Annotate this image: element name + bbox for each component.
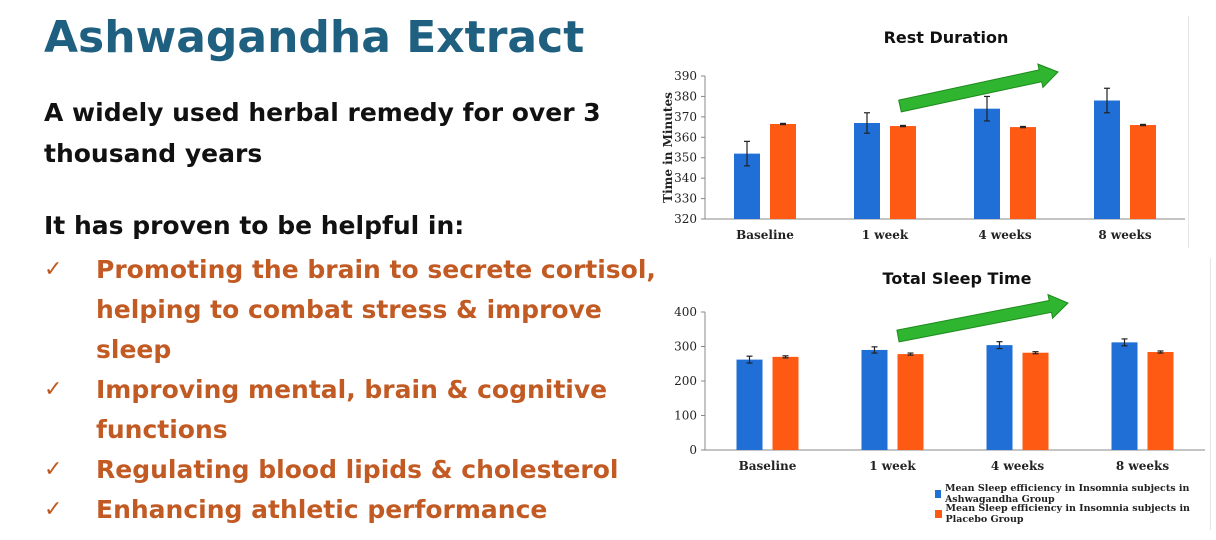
bar bbox=[986, 345, 1013, 450]
x-tick-label: 1 week bbox=[869, 459, 916, 473]
legend-swatch bbox=[935, 490, 941, 498]
page-title: Ashwagandha Extract bbox=[44, 12, 585, 63]
rest-duration-svg: 320 330 340 350 360 370 380 390 Time in Minutes B… bbox=[661, 63, 1185, 242]
y-tick-label: 340 bbox=[674, 171, 697, 185]
bar bbox=[1010, 127, 1036, 219]
bar bbox=[974, 108, 1000, 219]
list-item: ✓ Improving mental, brain & cognitive fu… bbox=[44, 370, 664, 450]
bar bbox=[1130, 125, 1156, 219]
list-item: ✓ Promoting the brain to secrete cortiso… bbox=[44, 250, 664, 370]
legend-entry: Mean Sleep efficiency in Insomnia subjec… bbox=[935, 483, 1210, 505]
total-sleep-chart: 0 100 200 300 400 Baseline 1 week 4 weeks 8 week… bbox=[660, 258, 1211, 530]
rest-duration-chart: 320 330 340 350 360 370 380 390 Time in Minutes B… bbox=[660, 16, 1189, 248]
bar bbox=[861, 349, 888, 450]
x-tick-label: 1 week bbox=[862, 228, 909, 242]
total-sleep-svg: 0 100 200 300 400 Baseline 1 week 4 weeks 8 week… bbox=[674, 293, 1205, 473]
check-icon: ✓ bbox=[44, 457, 63, 482]
y-axis-label: Time in Minutes bbox=[661, 92, 675, 203]
y-tick-label: 330 bbox=[674, 192, 697, 206]
bar bbox=[1147, 352, 1174, 450]
y-tick-label: 400 bbox=[674, 305, 697, 319]
benefit-text: Regulating blood lipids & cholesterol bbox=[96, 455, 619, 484]
subtitle: A widely used herbal remedy for over 3 t… bbox=[44, 98, 601, 168]
list-item: ✓ Enhancing athletic performance bbox=[44, 490, 664, 530]
legend-label: Mean Sleep efficiency in Insomnia subjec… bbox=[945, 503, 1190, 525]
check-icon: ✓ bbox=[44, 257, 63, 282]
bar bbox=[1022, 352, 1049, 450]
check-icon: ✓ bbox=[44, 497, 63, 522]
bar bbox=[1094, 100, 1120, 219]
bar bbox=[1111, 342, 1138, 450]
trend-arrow bbox=[898, 63, 1059, 113]
x-tick-label: 8 weeks bbox=[1116, 459, 1169, 473]
legend-label: Mean Sleep efficiency in Insomnia subjec… bbox=[944, 483, 1190, 505]
y-tick-label: 380 bbox=[674, 89, 697, 103]
x-tick-label: 8 weeks bbox=[1098, 228, 1151, 242]
legend: Mean Sleep efficiency in Insomnia subjec… bbox=[935, 483, 1210, 525]
legend-entry: Mean Sleep efficiency in Insomnia subjec… bbox=[935, 503, 1210, 525]
x-tick-label: 4 weeks bbox=[978, 228, 1031, 242]
trend-arrow bbox=[896, 293, 1069, 343]
chart-title: Rest Duration bbox=[883, 28, 1009, 47]
y-tick-label: 360 bbox=[674, 130, 697, 144]
helpful-heading: It has proven to be helpful in: bbox=[44, 211, 465, 240]
legend-swatch bbox=[935, 510, 942, 518]
benefit-text: Enhancing athletic performance bbox=[96, 495, 548, 524]
bar bbox=[854, 122, 880, 219]
y-tick-label: 320 bbox=[674, 212, 697, 226]
y-tick-label: 100 bbox=[674, 409, 697, 423]
check-icon: ✓ bbox=[44, 377, 63, 402]
y-tick-label: 0 bbox=[689, 443, 697, 457]
x-tick-label: Baseline bbox=[739, 459, 797, 473]
bar bbox=[772, 356, 799, 450]
x-tick-label: Baseline bbox=[736, 228, 794, 242]
y-tick-label: 350 bbox=[674, 151, 697, 165]
benefits-list: ✓ Promoting the brain to secrete cortiso… bbox=[44, 250, 664, 530]
benefit-text: Promoting the brain to secrete cortisol,… bbox=[96, 255, 656, 364]
bar bbox=[890, 126, 916, 219]
chart-title: Total Sleep Time bbox=[882, 269, 1032, 288]
y-tick-label: 200 bbox=[674, 374, 697, 388]
benefit-text: Improving mental, brain & cognitive func… bbox=[96, 375, 608, 444]
y-tick-label: 370 bbox=[674, 110, 697, 124]
list-item: ✓ Regulating blood lipids & cholesterol bbox=[44, 450, 664, 490]
x-tick-label: 4 weeks bbox=[991, 459, 1044, 473]
y-tick-label: 390 bbox=[674, 69, 697, 83]
bar bbox=[897, 354, 924, 450]
bar bbox=[770, 124, 796, 219]
y-tick-label: 300 bbox=[674, 340, 697, 354]
bar bbox=[736, 359, 763, 450]
